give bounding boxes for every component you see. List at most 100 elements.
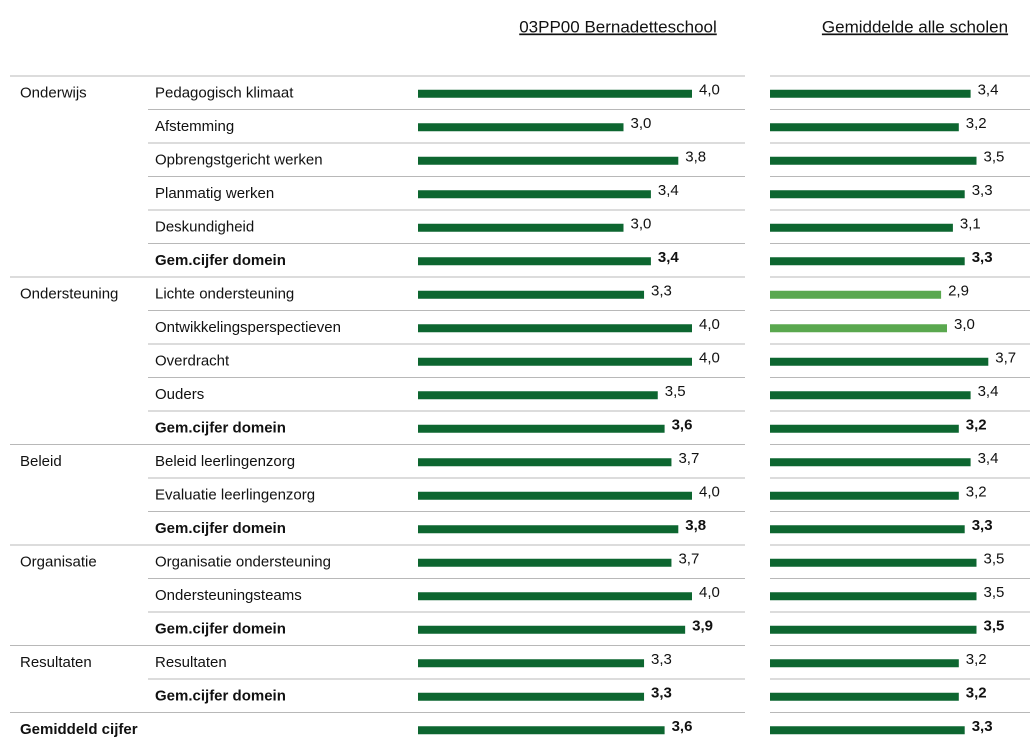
value-label: 3,2 <box>966 484 987 501</box>
bar <box>770 692 959 701</box>
item-label: Gem.cijfer domein <box>155 420 286 437</box>
value-label: 3,2 <box>966 685 987 702</box>
bar <box>770 324 947 333</box>
value-label: 3,3 <box>972 182 993 199</box>
bar <box>418 223 624 232</box>
bar <box>418 156 679 165</box>
value-label: 3,5 <box>665 383 686 400</box>
item-label: Organisatie ondersteuning <box>155 554 331 571</box>
bar <box>770 223 953 232</box>
bar <box>770 257 965 266</box>
value-label: 3,3 <box>972 718 993 735</box>
bar <box>418 391 658 400</box>
bar <box>770 190 965 199</box>
value-label: 3,7 <box>678 551 699 568</box>
bar <box>418 89 692 98</box>
item-label: Gem.cijfer domein <box>155 520 286 537</box>
item-label: Gem.cijfer domein <box>155 621 286 638</box>
value-label: 3,3 <box>972 249 993 266</box>
total-label: Gemiddeld cijfer <box>20 721 138 738</box>
value-label: 3,2 <box>966 115 987 132</box>
bar <box>770 123 959 132</box>
domain-label: Onderwijs <box>20 85 87 102</box>
value-label: 3,5 <box>984 149 1005 166</box>
value-label: 3,6 <box>672 417 693 434</box>
item-label: Overdracht <box>155 353 230 370</box>
bar <box>770 659 959 668</box>
domain-label: Resultaten <box>20 654 92 671</box>
value-label: 3,8 <box>685 149 706 166</box>
value-label: 4,0 <box>699 82 720 99</box>
value-label: 3,5 <box>984 618 1005 635</box>
column-header: Gemiddelde alle scholen <box>822 17 1008 36</box>
bar <box>418 659 645 668</box>
bar <box>770 290 942 299</box>
value-label: 3,5 <box>984 584 1005 601</box>
column-header: 03PP00 Bernadetteschool <box>519 17 717 36</box>
bar <box>418 458 672 467</box>
item-label: Evaluatie leerlingenzorg <box>155 487 315 504</box>
item-label: Lichte ondersteuning <box>155 286 294 303</box>
value-label: 3,4 <box>978 82 999 99</box>
value-label: 3,5 <box>984 551 1005 568</box>
value-label: 3,8 <box>685 517 706 534</box>
bar <box>418 491 692 500</box>
item-label: Gem.cijfer domein <box>155 252 286 269</box>
item-label: Ondersteuningsteams <box>155 587 302 604</box>
item-label: Deskundigheid <box>155 219 254 236</box>
bar <box>418 525 679 534</box>
value-label: 3,9 <box>692 618 713 635</box>
value-label: 3,4 <box>978 383 999 400</box>
bar <box>770 89 971 98</box>
bar <box>418 324 692 333</box>
bar <box>770 558 977 567</box>
value-label: 4,0 <box>699 350 720 367</box>
bar <box>418 257 651 266</box>
bar <box>418 726 665 735</box>
bar <box>418 592 692 601</box>
value-label: 3,0 <box>631 216 652 233</box>
bar <box>770 525 965 534</box>
bar <box>418 558 672 567</box>
value-label: 3,0 <box>631 115 652 132</box>
item-label: Pedagogisch klimaat <box>155 85 294 102</box>
bar <box>418 424 665 433</box>
bar <box>418 692 645 701</box>
bar <box>418 290 645 299</box>
value-label: 3,3 <box>651 651 672 668</box>
bar <box>770 458 971 467</box>
bar <box>418 123 624 132</box>
item-label: Ontwikkelingsperspectieven <box>155 319 341 336</box>
bar <box>770 424 959 433</box>
item-label: Opbrengstgericht werken <box>155 152 323 169</box>
item-label: Gem.cijfer domein <box>155 688 286 705</box>
bar <box>770 491 959 500</box>
bar <box>418 190 651 199</box>
value-label: 3,3 <box>972 517 993 534</box>
value-label: 3,1 <box>960 216 981 233</box>
value-label: 3,4 <box>978 450 999 467</box>
value-label: 3,7 <box>678 450 699 467</box>
bar <box>770 625 977 634</box>
value-label: 4,0 <box>699 584 720 601</box>
bar <box>770 156 977 165</box>
value-label: 3,3 <box>651 283 672 300</box>
value-label: 2,9 <box>948 283 969 300</box>
bar <box>770 391 971 400</box>
value-label: 3,6 <box>672 718 693 735</box>
item-label: Beleid leerlingenzorg <box>155 453 295 470</box>
item-label: Resultaten <box>155 654 227 671</box>
value-label: 3,3 <box>651 685 672 702</box>
value-label: 3,7 <box>995 350 1016 367</box>
bar <box>418 357 692 366</box>
item-label: Planmatig werken <box>155 185 274 202</box>
value-label: 3,4 <box>658 249 680 266</box>
item-label: Ouders <box>155 386 204 403</box>
domain-label: Ondersteuning <box>20 286 118 303</box>
domain-label: Organisatie <box>20 554 97 571</box>
value-label: 3,2 <box>966 651 987 668</box>
value-label: 4,0 <box>699 484 720 501</box>
value-label: 4,0 <box>699 316 720 333</box>
